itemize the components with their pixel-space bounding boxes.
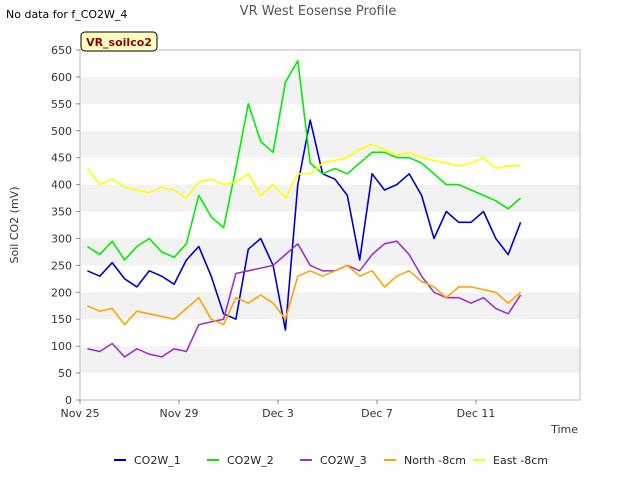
source-tag-label: VR_soilco2 [86, 36, 152, 49]
grid-band [80, 211, 580, 239]
x-tick-label: Dec 3 [262, 407, 294, 420]
y-tick-label: 400 [51, 179, 72, 192]
grid-band [80, 319, 580, 347]
series-line-north-8cm [87, 264, 522, 326]
x-tick-label: Dec 7 [361, 407, 393, 420]
y-axis-ticks: 0 50 100 150 200 250 300 350 400 450 500 550 600 650 [51, 44, 80, 407]
grid-band [80, 130, 580, 158]
plot-frame [79, 49, 581, 401]
legend-label: CO2W_1 [134, 454, 181, 467]
y-tick-label: 550 [51, 98, 72, 111]
legend-label: East -8cm [493, 454, 548, 467]
y-tick-label: 250 [51, 259, 72, 272]
x-tick-label: Nov 29 [160, 407, 199, 420]
y-tick-label: 0 [65, 394, 72, 407]
series-line-co2w-2 [86, 59, 522, 261]
y-tick-label: 650 [51, 44, 72, 57]
plot-bands [80, 50, 580, 400]
grid-band [80, 50, 580, 77]
x-tick-label: Dec 11 [457, 407, 496, 420]
y-tick-label: 450 [51, 152, 72, 165]
grid-band [80, 265, 580, 293]
series-line-co2w-3 [87, 240, 522, 358]
grid-band [80, 76, 580, 104]
chart-title: VR West Eosense Profile [240, 4, 397, 19]
y-tick-label: 500 [51, 125, 72, 138]
no-data-note: No data for f_CO2W_4 [6, 8, 127, 21]
y-tick-label: 350 [51, 206, 72, 219]
x-axis-ticks: Nov 25 Nov 29 Dec 3 Dec 7 Dec 11 [61, 400, 496, 420]
grid-band [80, 373, 580, 400]
y-tick-label: 200 [51, 286, 72, 299]
y-tick-label: 300 [51, 232, 72, 245]
x-tick-label: Nov 25 [61, 407, 100, 420]
legend: CO2W_1 CO2W_2 CO2W_3 North -8cm East -8cm [114, 454, 548, 467]
y-tick-label: 50 [58, 367, 72, 380]
series-line-east-8cm [86, 143, 521, 199]
series-line-co2w-1 [87, 119, 522, 331]
y-tick-label: 100 [51, 340, 72, 353]
legend-label: CO2W_2 [227, 454, 274, 467]
x-axis-label: Time [550, 423, 578, 436]
y-tick-label: 150 [51, 313, 72, 326]
grid-band [80, 292, 580, 320]
legend-label: CO2W_3 [320, 454, 367, 467]
legend-label: North -8cm [404, 454, 466, 467]
source-tag: VR_soilco2 [80, 31, 158, 52]
grid-band [80, 184, 580, 212]
y-tick-label: 600 [51, 71, 72, 84]
source-tag-box [80, 31, 158, 52]
y-axis-label: Soil CO2 (mV) [8, 187, 21, 264]
grid-band [80, 346, 580, 374]
series-lines [86, 59, 522, 358]
grid-band [80, 103, 580, 131]
grid-band [80, 238, 580, 266]
